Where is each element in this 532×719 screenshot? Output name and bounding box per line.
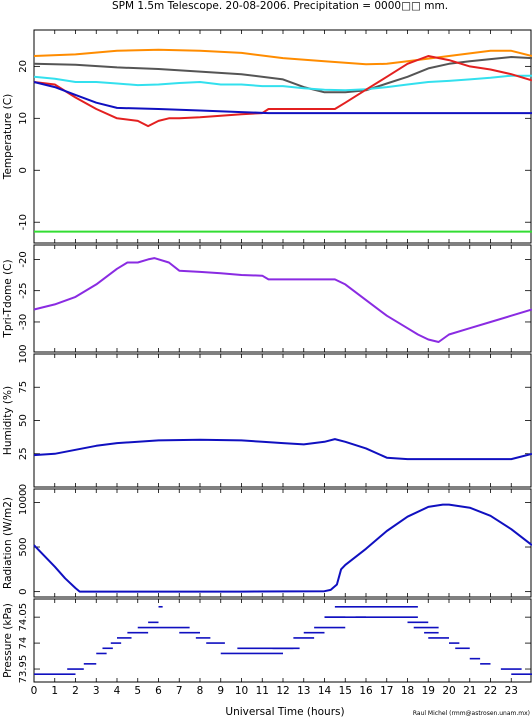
- x-tick-label: 11: [256, 685, 269, 697]
- y-tick-label: 0: [18, 167, 29, 173]
- x-tick-label: 5: [134, 685, 141, 697]
- panel-frame: [33, 353, 532, 488]
- y-tick-label: 74: [18, 637, 29, 650]
- y-tick-label: 74.05: [18, 603, 29, 632]
- y-axis-label: Temperature (C): [2, 94, 14, 180]
- x-tick-label: 13: [297, 685, 310, 697]
- x-tick-label: 17: [380, 685, 393, 697]
- y-tick-label: -10: [18, 214, 29, 230]
- x-tick-label: 14: [318, 685, 332, 697]
- x-axis: 0 1 2 3 4 5 6 7 8 9 10 11 12 13 14 15 16 17 18 19 20 21 22 23: [31, 685, 518, 697]
- chart-title: SPM 1.5m Telescope. 20-08-2006. Precipit…: [112, 0, 448, 12]
- panel-3: 0 500 1000 Radiation (W/m2): [2, 488, 532, 598]
- series-line-0: [33, 503, 532, 593]
- x-tick-label: 8: [197, 685, 204, 697]
- x-tick-label: 19: [422, 685, 435, 697]
- panel-frame: [33, 29, 532, 244]
- y-tick-label: -30: [18, 314, 29, 330]
- y-tick-label: 1000: [18, 490, 29, 515]
- y-tick-label: 0: [18, 484, 29, 490]
- y-tick-label: 75: [18, 381, 29, 394]
- series-line-0: [33, 48, 532, 66]
- y-tick-label: -25: [18, 283, 29, 299]
- series-line-3: [33, 55, 532, 128]
- y-axis-label: Humidity (%): [2, 386, 14, 455]
- x-tick-label: 0: [31, 685, 38, 697]
- x-tick-label: 20: [442, 685, 455, 697]
- panel-1: -30 -25 -20 Tpri-Tdome (C): [2, 244, 532, 353]
- y-axis-label: Radiation (W/m2): [2, 497, 14, 589]
- y-tick-label: 0: [18, 588, 29, 594]
- x-tick-label: 6: [155, 685, 162, 697]
- y-tick-label: 73.95: [18, 655, 29, 684]
- x-tick-label: 22: [484, 685, 497, 697]
- x-tick-label: 7: [176, 685, 183, 697]
- y-axis-label: Tpri-Tdome (C): [2, 259, 14, 338]
- x-tick-label: 12: [276, 685, 289, 697]
- panel-0: -10 0 10 20 Temperature (C): [2, 29, 532, 244]
- series-line-0: [33, 257, 532, 343]
- x-tick-label: 4: [114, 685, 121, 697]
- series-line-2: [33, 74, 532, 92]
- panels: -10 0 10 20 Temperature (C) -30 -25 -20 Tpri-Tdo…: [2, 29, 532, 684]
- y-tick-label: 50: [18, 414, 29, 427]
- y-tick-label: 100: [18, 344, 29, 363]
- x-tick-label: 18: [401, 685, 414, 697]
- x-tick-label: 3: [93, 685, 100, 697]
- panel-frame: [33, 244, 532, 353]
- x-tick-label: 15: [339, 685, 352, 697]
- series-line-1: [33, 56, 532, 94]
- series-line-0: [33, 438, 532, 461]
- y-tick-label: 20: [18, 60, 29, 73]
- y-axis-label: Pressure (kPa): [2, 603, 14, 678]
- series-line-4: [33, 81, 532, 115]
- x-tick-label: 1: [51, 685, 58, 697]
- x-tick-label: 9: [217, 685, 224, 697]
- x-tick-label: 10: [235, 685, 248, 697]
- x-tick-label: 16: [359, 685, 373, 697]
- y-tick-label: 10: [18, 112, 29, 125]
- x-tick-label: 21: [463, 685, 476, 697]
- y-tick-label: 500: [18, 537, 29, 556]
- panel-4: 73.95 74 74.05 Pressure (kPa): [2, 598, 532, 684]
- y-tick-label: -20: [18, 251, 29, 267]
- x-tick-label: 23: [505, 685, 518, 697]
- panel-frame: [33, 598, 532, 683]
- x-tick-label: 2: [72, 685, 79, 697]
- panel-frame: [33, 488, 532, 598]
- x-axis-label: Universal Time (hours): [225, 706, 344, 718]
- credit-text: Raul Michel (rmm@astrosen.unam.mx): [413, 710, 530, 717]
- y-tick-label: 25: [18, 447, 29, 460]
- panel-2: 0 25 50 75 100 Humidity (%): [2, 344, 532, 490]
